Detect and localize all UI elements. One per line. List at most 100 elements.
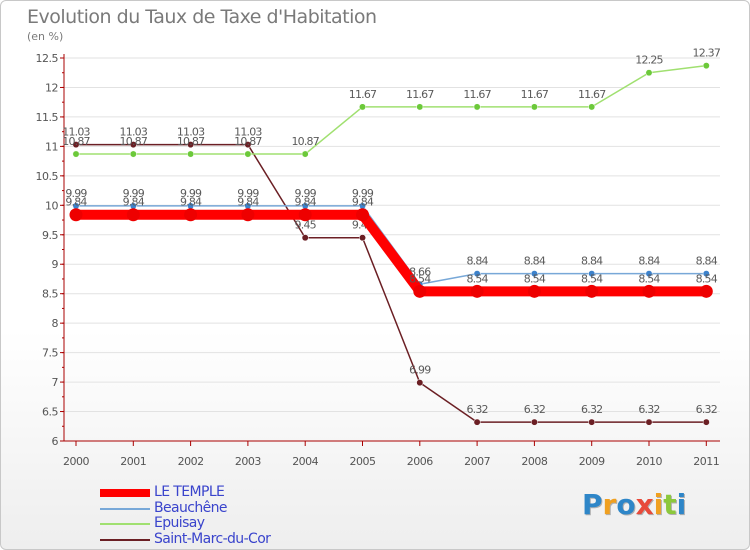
data-label: 9.84 [237,196,259,209]
y-tick-label: 12 [45,81,58,94]
data-point [699,284,713,298]
legend-label: Epuisay [154,515,205,531]
x-tick-label: 2009 [579,455,605,468]
data-point [702,270,710,278]
data-label: 8.54 [638,272,660,285]
data-label: 11.03 [62,126,90,139]
data-point [244,141,252,149]
data-point [72,150,80,158]
data-point [702,62,710,70]
x-tick-label: 2002 [178,455,204,468]
data-point [359,103,366,111]
data-point [588,270,596,278]
data-point [301,150,309,158]
data-point [642,284,656,298]
legend-label: Beauchêne [154,500,228,516]
proxiti-logo: Proxiti [582,488,686,521]
data-label: 6.32 [696,403,717,416]
y-tick-label: 11.5 [36,111,59,124]
data-label: 10.87 [291,135,319,148]
legend-swatch [100,539,150,541]
y-tick-label: 12.5 [36,52,59,65]
data-point [298,208,312,222]
x-tick-label: 2003 [235,455,261,468]
y-tick-label: 10.5 [36,170,59,183]
data-point [244,150,252,158]
logo-letter: t [663,488,677,521]
data-label: 6.32 [638,403,659,416]
data-point [588,418,596,426]
y-tick-label: 7.5 [42,347,58,360]
x-tick-label: 2005 [350,455,376,468]
series-line [75,64,708,155]
data-label: 9.99 [65,187,87,200]
data-point [416,103,424,111]
data-point [129,150,137,158]
data-point [187,150,195,158]
data-point [356,208,369,222]
series-line [71,209,712,297]
data-label: 6.32 [581,403,602,416]
data-point [530,103,538,111]
data-label: 6.99 [409,364,431,377]
data-point [527,284,541,298]
data-label: 10.87 [177,135,205,148]
data-label: 9.84 [65,196,87,209]
x-tick-label: 2008 [521,455,547,468]
legend-label: LE TEMPLE [154,484,225,500]
logo-letter: r [602,488,617,521]
data-label: 10.87 [62,135,90,148]
x-tick-label: 2006 [407,455,433,468]
legend-label: Saint-Marc-du-Cor [154,531,271,547]
data-point [126,208,140,222]
data-label: 8.54 [696,272,718,285]
data-label: 11.67 [406,88,434,101]
data-point [530,270,538,278]
x-tick-label: 2000 [63,455,89,468]
data-point [129,141,137,149]
data-point [645,418,653,426]
data-label: 10.87 [120,135,148,148]
y-tick-label: 6 [52,435,59,448]
data-label: 9.84 [295,196,317,209]
data-point [301,234,309,242]
data-point [530,418,538,426]
data-label: 8.84 [696,255,718,268]
logo-letter: i [653,488,664,521]
data-point [413,284,427,298]
y-tick-label: 8 [52,317,59,330]
x-tick-label: 2004 [292,455,318,468]
chart-title: Evolution du Taux de Taxe d'Habitation [27,6,377,28]
y-tick-label: 7 [52,376,59,389]
data-label: 9.99 [237,187,259,200]
logo-letter: x [635,488,654,521]
data-point [585,284,599,298]
data-label: 11.67 [349,88,377,101]
logo-letter: i [676,488,687,521]
data-label: 8.84 [638,255,660,268]
data-label: 9.84 [123,196,145,209]
data-point [588,103,596,111]
legend-swatch [100,508,150,510]
data-label: 9.99 [123,187,145,200]
data-label: 12.37 [693,47,721,60]
x-tick-label: 2007 [464,455,490,468]
data-label: 11.03 [120,126,148,139]
y-tick-label: 9.5 [42,229,58,242]
data-label: 8.84 [581,255,603,268]
logo-letter: P [582,488,603,521]
legend-swatch [100,523,150,525]
data-label: 9.99 [295,187,317,200]
data-label: 6.32 [466,403,487,416]
x-tick-label: 2011 [693,455,719,468]
data-label: 11.67 [463,88,491,101]
data-label: 9.45 [295,219,317,232]
data-point [473,418,481,426]
data-point [645,69,653,77]
data-label: 8.84 [524,255,546,268]
data-label: 12.25 [635,54,663,67]
data-label: 8.54 [524,272,546,285]
data-point [359,234,366,242]
y-tick-label: 10 [45,199,58,212]
